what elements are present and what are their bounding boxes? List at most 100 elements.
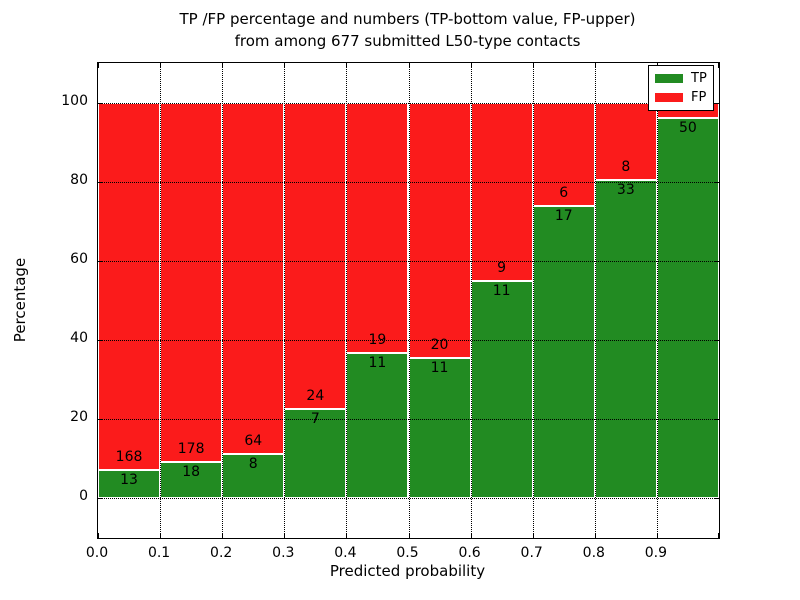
x-tick-label: 0.1: [147, 545, 171, 561]
x-tick-label: 0.7: [520, 545, 543, 561]
v-gridline: [408, 63, 410, 538]
x-tick: [160, 63, 162, 68]
x-tick-label: 0.5: [396, 545, 419, 561]
x-tick: [470, 533, 472, 538]
y-tick: [98, 498, 103, 500]
x-tick-label: 0.2: [210, 545, 233, 561]
x-tick-label: 0.4: [334, 545, 357, 561]
legend-swatch-tp: [655, 74, 683, 84]
x-tick: [594, 533, 596, 538]
tp-count-label: 13: [120, 471, 138, 488]
y-tick-label: 20: [70, 409, 88, 426]
fp-count-label: 20: [430, 336, 449, 353]
y-tick-label: 40: [70, 330, 88, 347]
x-tick: [408, 533, 410, 538]
x-tick: [284, 63, 286, 68]
v-gridline: [222, 63, 224, 538]
fp-bar-segment: [284, 102, 347, 410]
y-tick: [98, 340, 103, 342]
fp-bar-segment: [470, 102, 533, 281]
v-gridline: [284, 63, 286, 538]
fp-bar-segment: [408, 102, 471, 358]
v-gridline: [346, 63, 348, 538]
tp-count-label: 7: [310, 411, 320, 428]
tp-bar-segment: [532, 205, 595, 499]
x-tick-label: 0.9: [644, 545, 668, 561]
x-tick: [656, 533, 658, 538]
tp-count-label: 8: [248, 456, 258, 473]
y-tick: [98, 102, 103, 104]
y-tick: [714, 181, 719, 183]
v-gridline: [470, 63, 472, 538]
legend-label: FP: [691, 89, 707, 105]
x-tick-label: 0.3: [272, 545, 295, 561]
y-tick: [98, 181, 103, 183]
x-tick-label: 0.0: [85, 545, 109, 561]
y-tick-label: 100: [61, 92, 88, 109]
x-tick: [160, 533, 162, 538]
x-tick-label: 0.6: [458, 545, 481, 561]
plot-area: 168 13 178 18 64 8 24 7 19 11 20 11 9 11 6 17 8 33 50: [97, 62, 720, 539]
legend-row: TP: [655, 71, 707, 86]
v-gridline: [160, 63, 162, 538]
y-tick: [714, 419, 719, 421]
tp-count-label: 11: [492, 282, 511, 299]
fp-count-label: 6: [559, 184, 569, 201]
x-tick: [346, 63, 348, 68]
tp-bar-segment: [656, 117, 719, 499]
legend: TP FP: [648, 65, 714, 111]
fp-bar-segment: [222, 102, 285, 455]
legend-label: TP: [691, 71, 707, 87]
y-axis-label: Percentage: [11, 257, 29, 343]
fp-bar-segment: [160, 102, 223, 463]
x-tick: [718, 533, 719, 538]
x-tick: [222, 63, 224, 68]
tp-bar-segment: [346, 353, 409, 499]
x-tick: [718, 63, 719, 68]
x-tick: [284, 533, 286, 538]
fp-count-label: 8: [621, 158, 631, 175]
tp-count-label: 17: [554, 207, 573, 224]
x-tick: [98, 533, 99, 538]
x-tick: [532, 533, 534, 538]
fp-bar-segment: [98, 102, 161, 470]
fp-count-label: 178: [177, 441, 205, 458]
tp-count-label: 11: [368, 355, 387, 372]
tp-bar-segment: [160, 462, 223, 499]
x-axis-label: Predicted probability: [329, 562, 486, 580]
v-gridline: [594, 63, 596, 538]
y-tick: [714, 340, 719, 342]
x-tick: [408, 63, 410, 68]
y-tick: [98, 419, 103, 421]
fp-count-label: 19: [368, 332, 387, 349]
chart-title: TP /FP percentage and numbers (TP-bottom…: [97, 8, 718, 52]
x-tick: [222, 533, 224, 538]
fp-bar-segment: [346, 102, 409, 354]
x-tick: [532, 63, 534, 68]
legend-swatch-fp: [655, 92, 683, 102]
chart-title-line2: from among 677 submitted L50-type contac…: [234, 32, 581, 50]
tp-bar-segment: [408, 357, 471, 499]
tp-bar-segment: [470, 280, 533, 499]
tp-count-label: 50: [679, 119, 697, 136]
tp-count-label: 18: [182, 464, 201, 481]
tp-bar-segment: [284, 409, 347, 499]
x-tick: [98, 63, 99, 68]
legend-row: FP: [655, 90, 707, 105]
y-tick: [714, 260, 719, 262]
x-tick: [346, 533, 348, 538]
fp-count-label: 9: [497, 259, 507, 276]
v-gridline: [532, 63, 534, 538]
fp-count-label: 168: [115, 448, 143, 465]
tp-count-label: 11: [430, 359, 449, 376]
x-tick: [470, 63, 472, 68]
x-tick: [594, 63, 596, 68]
y-tick-label: 60: [70, 250, 88, 267]
fp-count-label: 64: [244, 433, 263, 450]
v-gridline: [656, 63, 658, 538]
y-tick-label: 80: [70, 171, 88, 188]
fp-count-label: 24: [306, 388, 325, 405]
tp-bar-segment: [98, 469, 161, 499]
y-tick: [714, 102, 719, 104]
